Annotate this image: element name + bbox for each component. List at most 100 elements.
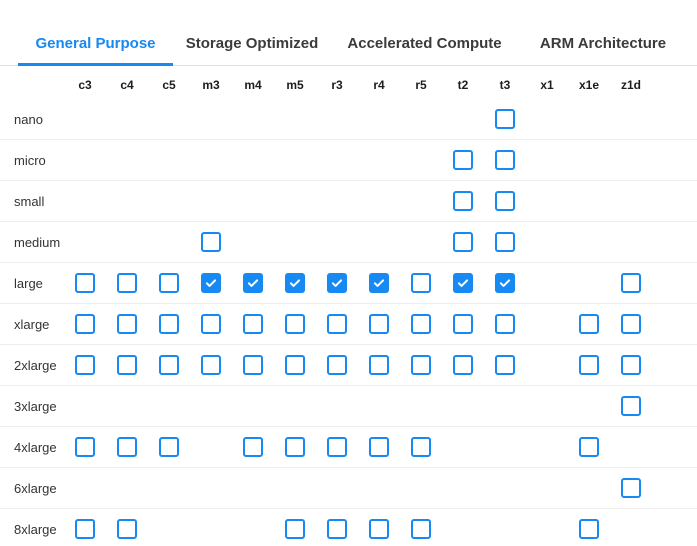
checkbox-xlarge-c5[interactable] xyxy=(159,314,179,334)
row-label-4xlarge: 4xlarge xyxy=(14,439,57,455)
checkbox-large-c3[interactable] xyxy=(75,273,95,293)
column-header-x1: x1 xyxy=(540,77,554,92)
tab-accelerated-compute[interactable]: Accelerated Compute xyxy=(331,24,518,66)
checkbox-2xlarge-m5[interactable] xyxy=(285,355,305,375)
check-icon xyxy=(205,279,217,287)
checkbox-small-t3[interactable] xyxy=(495,191,515,211)
checkbox-8xlarge-m5[interactable] xyxy=(285,519,305,539)
checkbox-large-m5[interactable] xyxy=(285,273,305,293)
checkbox-medium-t2[interactable] xyxy=(453,232,473,252)
checkbox-2xlarge-c4[interactable] xyxy=(117,355,137,375)
checkbox-xlarge-m3[interactable] xyxy=(201,314,221,334)
instance-matrix: c3 c4 c5 m3 m4 m5 r3 r4 r5 t2 t3 x1 x1e z1d nano micro s… xyxy=(0,66,697,546)
row-label-large: large xyxy=(14,275,43,291)
table-row-micro: micro xyxy=(0,140,697,181)
checkbox-8xlarge-r5[interactable] xyxy=(411,519,431,539)
tab-label: Accelerated Compute xyxy=(347,35,502,52)
table-row-large: large xyxy=(0,263,697,304)
checkbox-2xlarge-t2[interactable] xyxy=(453,355,473,375)
checkbox-large-z1d[interactable] xyxy=(621,273,641,293)
tab-storage-optimized[interactable]: Storage Optimized xyxy=(173,24,331,66)
column-header-r4: r4 xyxy=(373,77,385,92)
checkbox-4xlarge-c5[interactable] xyxy=(159,437,179,457)
checkbox-large-t3[interactable] xyxy=(495,273,515,293)
checkbox-8xlarge-x1e[interactable] xyxy=(579,519,599,539)
checkbox-4xlarge-m5[interactable] xyxy=(285,437,305,457)
checkbox-large-m4[interactable] xyxy=(243,273,263,293)
checkbox-xlarge-c4[interactable] xyxy=(117,314,137,334)
checkbox-micro-t3[interactable] xyxy=(495,150,515,170)
checkbox-2xlarge-z1d[interactable] xyxy=(621,355,641,375)
checkbox-2xlarge-c5[interactable] xyxy=(159,355,179,375)
column-header-c4: c4 xyxy=(120,77,134,92)
checkbox-2xlarge-m4[interactable] xyxy=(243,355,263,375)
row-label-micro: micro xyxy=(14,152,46,168)
checkbox-xlarge-r5[interactable] xyxy=(411,314,431,334)
checkbox-medium-m3[interactable] xyxy=(201,232,221,252)
checkbox-xlarge-m4[interactable] xyxy=(243,314,263,334)
checkbox-xlarge-r3[interactable] xyxy=(327,314,347,334)
checkbox-large-c5[interactable] xyxy=(159,273,179,293)
checkbox-2xlarge-r3[interactable] xyxy=(327,355,347,375)
column-header-row: c3 c4 c5 m3 m4 m5 r3 r4 r5 t2 t3 x1 x1e z1d xyxy=(0,66,697,99)
tab-general-purpose[interactable]: General Purpose xyxy=(18,24,173,66)
checkbox-2xlarge-r5[interactable] xyxy=(411,355,431,375)
checkbox-large-r3[interactable] xyxy=(327,273,347,293)
check-icon xyxy=(373,279,385,287)
row-label-8xlarge: 8xlarge xyxy=(14,521,57,537)
checkbox-4xlarge-c3[interactable] xyxy=(75,437,95,457)
row-label-6xlarge: 6xlarge xyxy=(14,480,57,496)
checkbox-large-m3[interactable] xyxy=(201,273,221,293)
checkbox-xlarge-t3[interactable] xyxy=(495,314,515,334)
column-header-t2: t2 xyxy=(457,77,469,92)
check-icon xyxy=(499,279,511,287)
checkbox-4xlarge-r5[interactable] xyxy=(411,437,431,457)
checkbox-xlarge-z1d[interactable] xyxy=(621,314,641,334)
checkbox-small-t2[interactable] xyxy=(453,191,473,211)
row-label-2xlarge: 2xlarge xyxy=(14,357,57,373)
column-header-r5: r5 xyxy=(415,77,427,92)
checkbox-medium-t3[interactable] xyxy=(495,232,515,252)
row-label-small: small xyxy=(14,193,45,209)
table-row-3xlarge: 3xlarge xyxy=(0,386,697,427)
checkbox-6xlarge-z1d[interactable] xyxy=(621,478,641,498)
checkbox-xlarge-x1e[interactable] xyxy=(579,314,599,334)
checkbox-4xlarge-x1e[interactable] xyxy=(579,437,599,457)
column-header-m5: m5 xyxy=(286,77,304,92)
checkbox-4xlarge-m4[interactable] xyxy=(243,437,263,457)
column-header-c5: c5 xyxy=(162,77,176,92)
checkbox-4xlarge-r4[interactable] xyxy=(369,437,389,457)
row-label-3xlarge: 3xlarge xyxy=(14,398,57,414)
checkbox-8xlarge-c3[interactable] xyxy=(75,519,95,539)
checkbox-large-r4[interactable] xyxy=(369,273,389,293)
checkbox-micro-t2[interactable] xyxy=(453,150,473,170)
checkbox-2xlarge-x1e[interactable] xyxy=(579,355,599,375)
tab-label: Storage Optimized xyxy=(185,35,319,52)
checkbox-2xlarge-c3[interactable] xyxy=(75,355,95,375)
checkbox-large-c4[interactable] xyxy=(117,273,137,293)
checkbox-large-t2[interactable] xyxy=(453,273,473,293)
checkbox-large-r5[interactable] xyxy=(411,273,431,293)
check-icon xyxy=(457,279,469,287)
table-row-medium: medium xyxy=(0,222,697,263)
checkbox-4xlarge-r3[interactable] xyxy=(327,437,347,457)
check-icon xyxy=(247,279,259,287)
checkbox-2xlarge-r4[interactable] xyxy=(369,355,389,375)
checkbox-xlarge-r4[interactable] xyxy=(369,314,389,334)
checkbox-xlarge-c3[interactable] xyxy=(75,314,95,334)
checkbox-8xlarge-r4[interactable] xyxy=(369,519,389,539)
check-icon xyxy=(289,279,301,287)
checkbox-2xlarge-m3[interactable] xyxy=(201,355,221,375)
checkbox-8xlarge-r3[interactable] xyxy=(327,519,347,539)
checkbox-3xlarge-z1d[interactable] xyxy=(621,396,641,416)
checkbox-8xlarge-c4[interactable] xyxy=(117,519,137,539)
tab-arm-architecture[interactable]: ARM Architecture xyxy=(518,24,688,66)
checkbox-nano-t3[interactable] xyxy=(495,109,515,129)
checkbox-xlarge-t2[interactable] xyxy=(453,314,473,334)
checkbox-xlarge-m5[interactable] xyxy=(285,314,305,334)
checkbox-2xlarge-t3[interactable] xyxy=(495,355,515,375)
column-header-r3: r3 xyxy=(331,77,343,92)
checkbox-4xlarge-c4[interactable] xyxy=(117,437,137,457)
column-header-m3: m3 xyxy=(202,77,220,92)
